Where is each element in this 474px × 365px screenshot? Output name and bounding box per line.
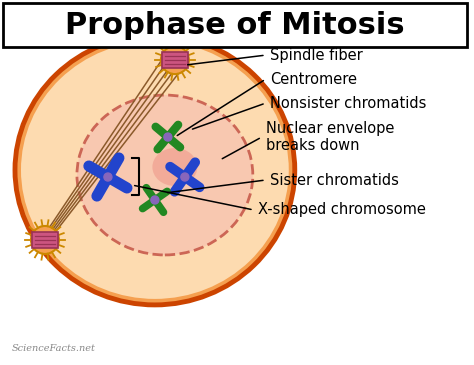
Text: ScienceFacts.net: ScienceFacts.net	[12, 344, 96, 353]
Text: X-shaped chromosome: X-shaped chromosome	[258, 203, 426, 218]
FancyBboxPatch shape	[32, 232, 58, 248]
Ellipse shape	[31, 226, 59, 254]
Circle shape	[104, 173, 112, 181]
Text: Spindle fiber: Spindle fiber	[270, 47, 363, 63]
Ellipse shape	[161, 46, 189, 74]
Ellipse shape	[15, 35, 295, 305]
Text: Sister chromatids: Sister chromatids	[270, 173, 399, 188]
Text: Centromere: Centromere	[270, 72, 357, 87]
FancyBboxPatch shape	[3, 3, 466, 47]
Text: Nonsister chromatids: Nonsister chromatids	[270, 96, 426, 111]
Circle shape	[151, 196, 159, 204]
Ellipse shape	[77, 95, 253, 255]
Circle shape	[181, 173, 189, 181]
Ellipse shape	[152, 148, 197, 186]
FancyBboxPatch shape	[162, 52, 188, 68]
Ellipse shape	[21, 41, 289, 299]
Text: Prophase of Mitosis: Prophase of Mitosis	[65, 11, 405, 40]
Circle shape	[164, 133, 172, 141]
Text: Nuclear envelope
breaks down: Nuclear envelope breaks down	[266, 121, 394, 153]
